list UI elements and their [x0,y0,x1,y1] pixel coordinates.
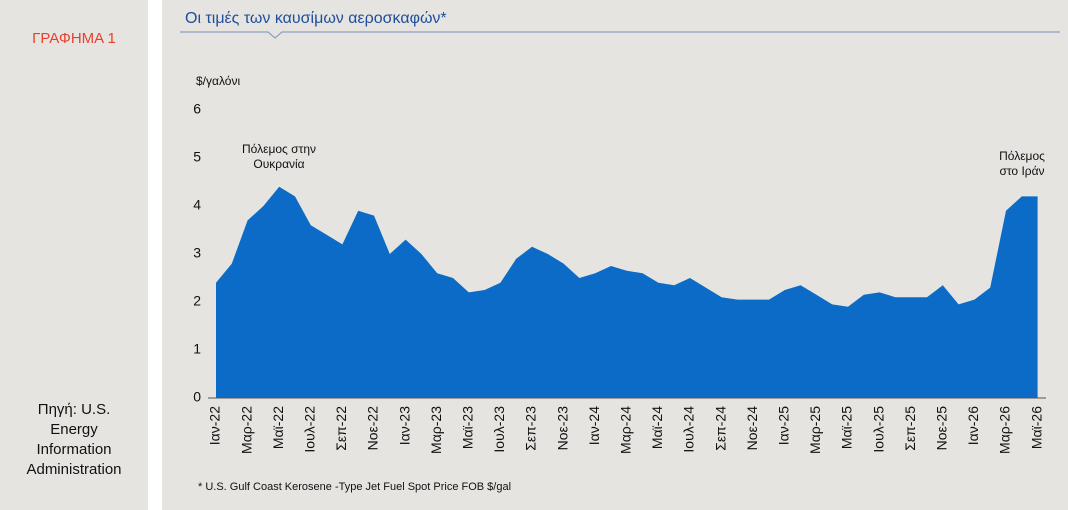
price-area [216,186,1038,398]
x-tick-label: Μαρ-23 [428,406,444,454]
x-tick-label: Ιαν-24 [586,406,602,445]
annotation: Ουκρανία [253,157,304,171]
x-tick-label: Ιαν-25 [776,406,792,445]
annotation: Πόλεμος στην [242,142,316,156]
divider [148,0,162,510]
x-tick-label: Σεπ-23 [523,406,539,451]
source: Πηγή: U.S. Energy Information Administra… [26,401,122,478]
x-tick-label: Νοε-24 [744,406,760,451]
y-tick-label: 6 [193,101,201,117]
x-tick-label: Ιουλ-24 [681,406,697,453]
x-tick-label: Μαρ-22 [238,406,254,454]
x-tick-label: Μαϊ-24 [649,406,665,449]
x-tick-label: Μαρ-26 [997,406,1013,454]
x-tick-label: Ιουλ-22 [302,406,318,453]
x-tick-label: Μαϊ-25 [839,406,855,449]
x-tick-label: Μαρ-25 [807,406,823,454]
x-tick-label: Νοε-23 [554,406,570,451]
x-tick-label: Σεπ-25 [902,406,918,451]
y-tick-label: 5 [193,149,201,165]
x-tick-label: Ιουλ-25 [870,406,886,453]
y-tick-label: 4 [193,197,201,213]
annotation: Πόλεμος [999,149,1045,163]
x-tick-label: Νοε-25 [934,406,950,451]
x-tick-label: Νοε-22 [365,406,381,451]
x-tick-label: Μαϊ-26 [1028,406,1044,449]
x-tick-label: Ιουλ-23 [491,406,507,453]
y-axis-label: $/γαλόνι [196,74,240,88]
figure-label: ΓΡΑΦΗΜΑ 1 [32,30,116,47]
chart-title: Οι τιμές των καυσίμων αεροσκαφών* [185,10,447,27]
y-tick-label: 1 [193,341,201,357]
x-tick-label: Μαϊ-22 [270,406,286,449]
x-tick-label: Μαϊ-23 [460,406,476,449]
x-tick-label: Ιαν-26 [965,406,981,445]
annotation: στο Ιράν [999,164,1044,178]
y-tick-label: 0 [193,389,201,405]
x-tick-label: Σεπ-24 [712,406,728,451]
y-tick-label: 3 [193,245,201,261]
x-tick-label: Ιαν-22 [207,406,223,445]
y-tick-label: 2 [193,293,201,309]
x-tick-label: Ιαν-23 [396,406,412,445]
x-tick-label: Σεπ-22 [333,406,349,451]
title-rule [180,31,1060,39]
footnote: * U.S. Gulf Coast Kerosene -Type Jet Fue… [198,481,511,493]
x-tick-label: Μαρ-24 [618,406,634,454]
